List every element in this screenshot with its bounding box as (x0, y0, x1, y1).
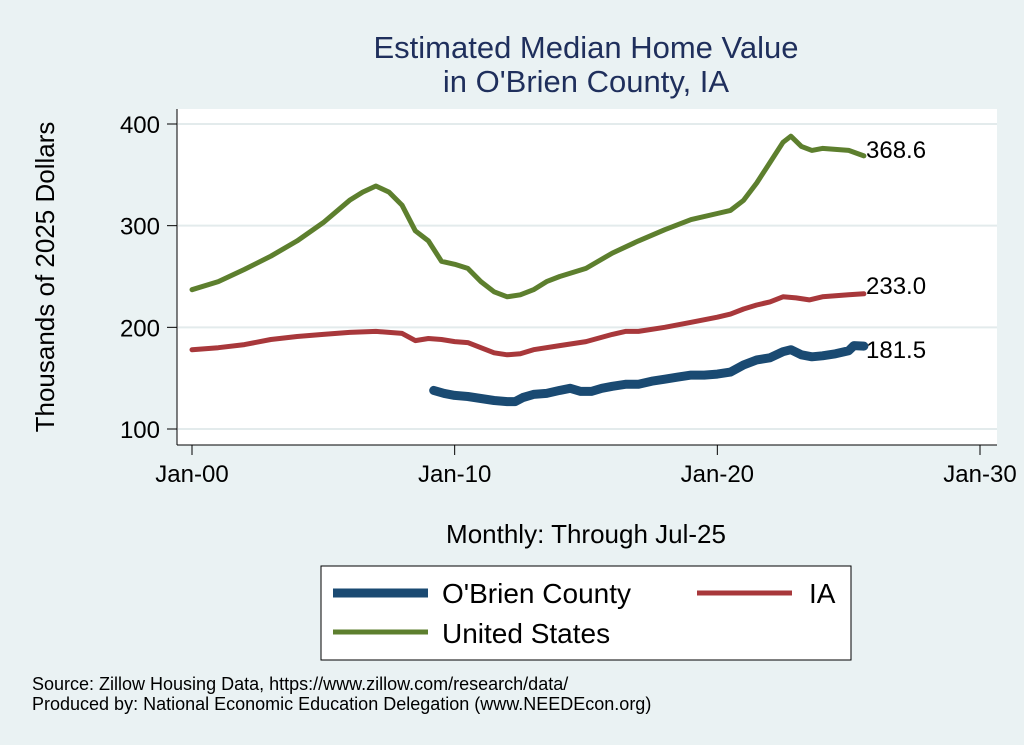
chart-title-line-1: Estimated Median Home Value (373, 30, 798, 65)
source-line: Source: Zillow Housing Data, https://www… (32, 674, 568, 694)
legend: O'Brien County IA United States (320, 565, 852, 661)
y-axis-ticks: 100 200 300 400 (120, 112, 177, 444)
legend-label-us: United States (442, 618, 610, 649)
x-axis-ticks: Jan-00 Jan-10 Jan-20 Jan-30 (155, 445, 1017, 488)
end-label-united-states: 368.6 (866, 137, 926, 164)
end-label-ia: 233.0 (866, 273, 926, 300)
x-tick-label: Jan-00 (155, 461, 228, 488)
series-lines (189, 133, 869, 407)
y-tick-label: 300 (120, 214, 160, 241)
y-axis-label: Thousands of 2025 Dollars (30, 122, 60, 433)
legend-label-ia: IA (809, 578, 836, 609)
x-axis-label: Monthly: Through Jul-25 (446, 519, 726, 549)
producer-line: Produced by: National Economic Education… (32, 694, 651, 714)
end-labels: 233.0 368.6 181.5 (866, 137, 926, 364)
series-line-united-states (189, 133, 867, 300)
gridlines (178, 123, 997, 430)
series-line-ia (189, 291, 867, 358)
x-tick-label: Jan-20 (681, 461, 754, 488)
legend-label-obrien: O'Brien County (442, 578, 631, 609)
y-tick-label: 100 (120, 417, 160, 444)
y-tick-label: 200 (120, 315, 160, 342)
series-line-o-brien-county (429, 341, 869, 407)
end-label-o-brien-county: 181.5 (866, 337, 926, 364)
x-tick-label: Jan-10 (418, 461, 491, 488)
chart-title-line-2: in O'Brien County, IA (443, 64, 730, 99)
y-tick-label: 400 (120, 112, 160, 139)
x-tick-label: Jan-30 (943, 461, 1016, 488)
legend-box (320, 565, 852, 661)
